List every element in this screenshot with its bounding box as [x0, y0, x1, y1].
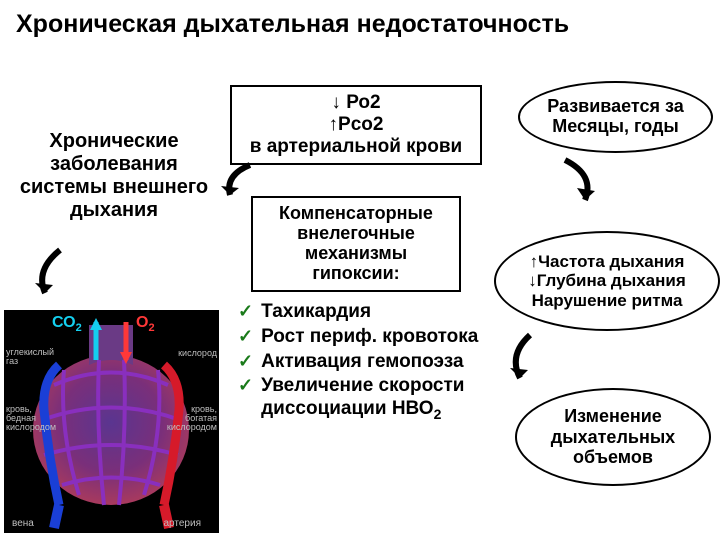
box1-line2: ↑Рсо2: [329, 114, 384, 136]
box-arterial-blood: ↓ Ро2 ↑Рсо2 в артериальной крови: [230, 85, 482, 165]
down-arrow-icon: ↓: [528, 271, 537, 290]
oval-timeframe: Развивается за Месяцы, годы: [518, 81, 713, 153]
up-arrow-icon: ↑: [530, 252, 539, 271]
box1-line3: в артериальной крови: [250, 136, 462, 158]
label-vena: вена: [12, 518, 34, 529]
label-right-mid: кровь,богатаякислородом: [167, 405, 217, 432]
oval2-line2: ↓Глубина дыхания: [528, 271, 686, 291]
label-right-top: кислород: [178, 348, 217, 358]
up-arrow-icon: ↑: [329, 114, 339, 135]
arrow-box1-to-box2: [215, 160, 265, 210]
oval2-line1: ↑Частота дыхания: [530, 252, 685, 272]
label-left-top: углекислыйгаз: [6, 348, 54, 366]
box1-line1: ↓ Ро2: [331, 92, 380, 114]
page-title: Хроническая дыхательная недостаточность: [16, 10, 706, 39]
check-icon: ✓: [238, 375, 253, 397]
arrow-oval2-to-oval3: [500, 330, 550, 390]
left-text-block: Хронические заболевания системы внешнего…: [4, 130, 224, 222]
down-arrow-icon: ↓: [331, 92, 341, 113]
o2-label: О2: [136, 314, 155, 334]
arrow-oval1-to-oval2: [550, 155, 610, 215]
arrow-lefttext-to-alveolus: [25, 245, 75, 305]
label-arteria: артерия: [164, 518, 202, 529]
check-icon: ✓: [238, 351, 253, 373]
list-item: ✓Тахикардия: [238, 301, 548, 324]
box-compensatory: Компенсаторные внелегочные механизмы гип…: [251, 196, 461, 292]
alveolus-illustration: СО2 О2 углекислыйгаз кислород кровь,бедн…: [4, 310, 219, 533]
check-icon: ✓: [238, 301, 253, 323]
check-icon: ✓: [238, 326, 253, 348]
label-left-mid: кровь,беднаякислородом: [6, 405, 56, 432]
co2-label: СО2: [52, 314, 82, 334]
